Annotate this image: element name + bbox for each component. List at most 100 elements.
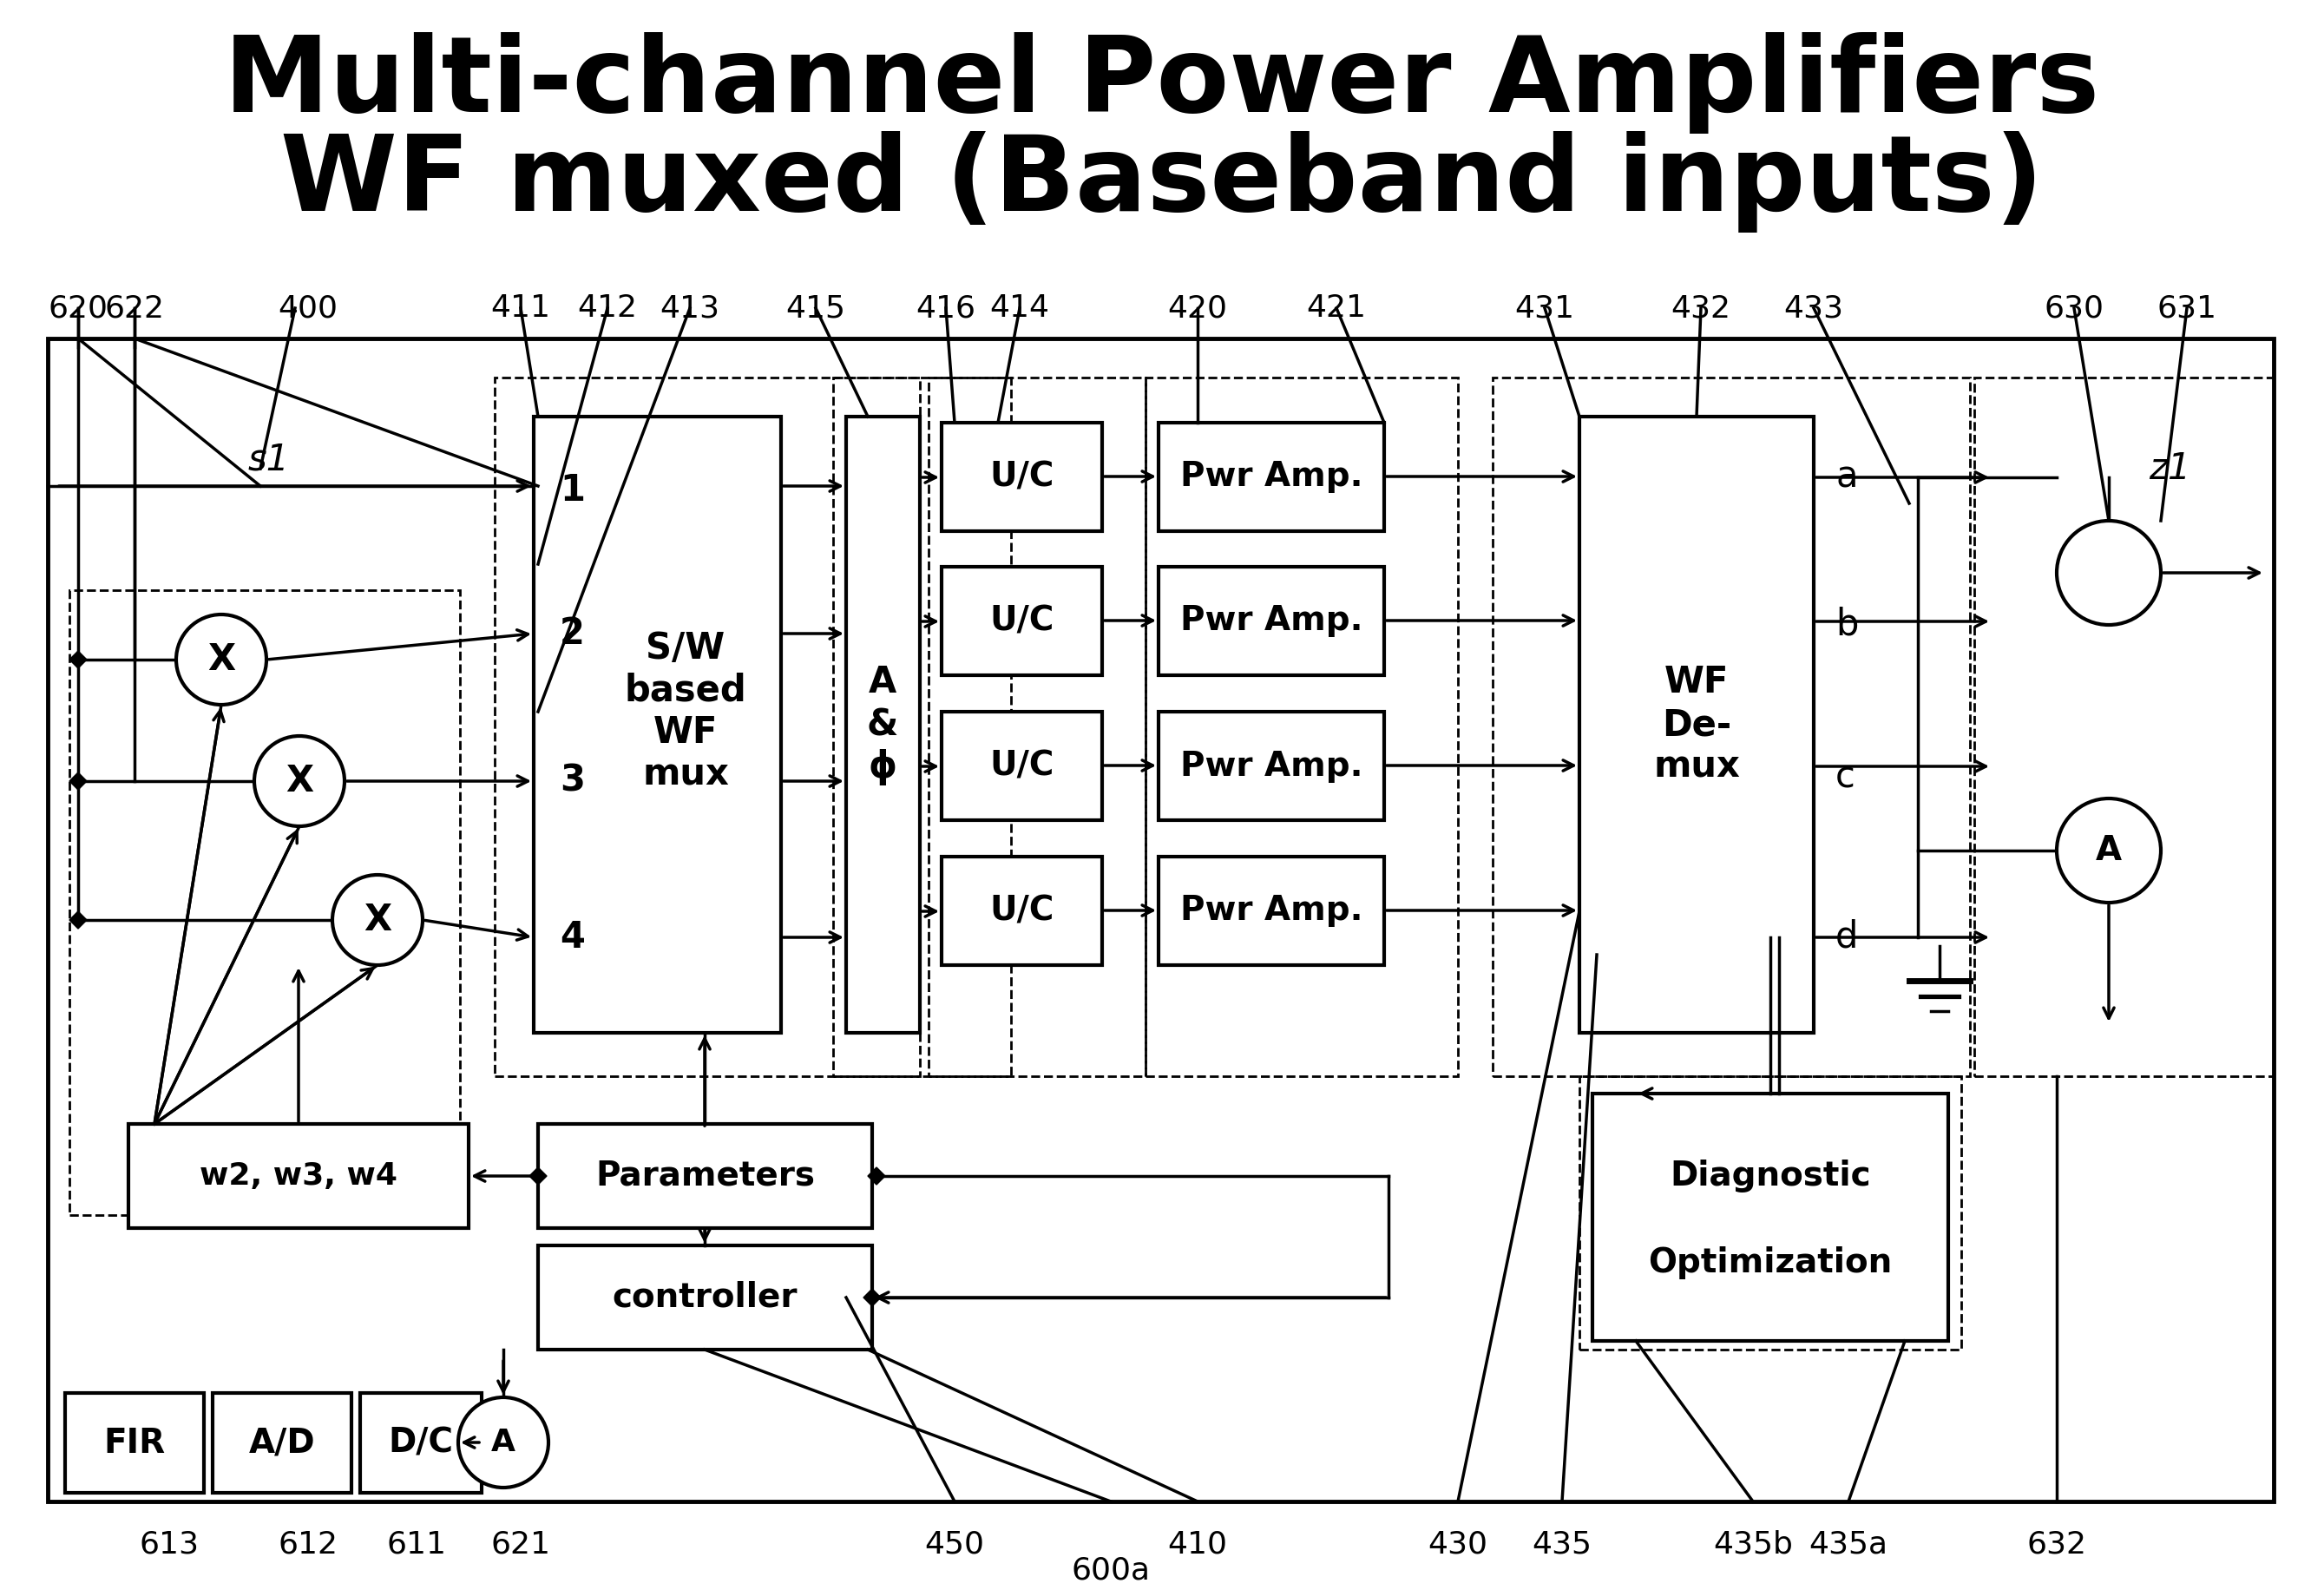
Text: Diagnostic: Diagnostic (1671, 1159, 1871, 1192)
Text: 412: 412 (579, 293, 637, 323)
Polygon shape (70, 911, 86, 929)
Text: S/W
based
WF
mux: S/W based WF mux (625, 630, 746, 793)
Text: 431: 431 (1515, 293, 1576, 323)
Bar (1975, 377, 2273, 1076)
Text: WF
De-
mux: WF De- mux (1652, 665, 1741, 785)
Text: X: X (207, 641, 235, 677)
Bar (941, 566, 1102, 676)
Bar (1160, 566, 1385, 676)
Text: 435a: 435a (1808, 1530, 1887, 1560)
Bar (1160, 857, 1385, 965)
Text: 450: 450 (925, 1530, 985, 1560)
Text: 4: 4 (560, 919, 586, 956)
Circle shape (332, 875, 423, 965)
Text: A
&
ϕ: A & ϕ (867, 665, 899, 785)
Text: a: a (1836, 460, 1857, 496)
Bar (1492, 377, 1971, 1076)
Polygon shape (70, 773, 86, 790)
Circle shape (2057, 522, 2161, 625)
Text: b: b (1836, 607, 1859, 642)
Text: 1: 1 (560, 472, 586, 509)
Text: 400: 400 (279, 293, 337, 323)
Bar (70, 590, 460, 1215)
Text: X: X (363, 902, 390, 938)
Text: 620: 620 (49, 293, 107, 323)
Text: Pwr Amp.: Pwr Amp. (1181, 894, 1362, 927)
Text: U/C: U/C (990, 749, 1055, 782)
Text: z1: z1 (2150, 450, 2192, 487)
Circle shape (2057, 798, 2161, 903)
Bar (128, 1124, 469, 1227)
Text: d: d (1836, 919, 1859, 956)
Bar (832, 377, 1011, 1076)
Text: 415: 415 (786, 293, 846, 323)
Text: Pwr Amp.: Pwr Amp. (1181, 461, 1362, 493)
Text: 413: 413 (660, 293, 720, 323)
Bar (941, 857, 1102, 965)
Text: 420: 420 (1167, 293, 1227, 323)
Text: 632: 632 (2027, 1530, 2087, 1560)
Text: Parameters: Parameters (595, 1159, 816, 1192)
Text: U/C: U/C (990, 604, 1055, 638)
Bar (1580, 417, 1813, 1034)
Text: 631: 631 (2157, 293, 2217, 323)
Text: A/D: A/D (249, 1426, 316, 1460)
Circle shape (458, 1398, 548, 1488)
Text: Multi-channel Power Amplifiers: Multi-channel Power Amplifiers (225, 32, 2099, 134)
Text: 421: 421 (1306, 293, 1367, 323)
Text: D/C: D/C (388, 1426, 453, 1460)
Bar (65, 1393, 205, 1493)
Text: c: c (1836, 758, 1855, 795)
Text: 2: 2 (560, 615, 586, 652)
Text: WF muxed (Baseband inputs): WF muxed (Baseband inputs) (281, 132, 2043, 234)
Bar (535, 417, 781, 1034)
Text: 435: 435 (1532, 1530, 1592, 1560)
Bar (1160, 423, 1385, 531)
Polygon shape (70, 650, 86, 668)
Text: Optimization: Optimization (1648, 1247, 1892, 1280)
Bar (941, 423, 1102, 531)
Text: U/C: U/C (990, 894, 1055, 927)
Polygon shape (865, 1289, 881, 1307)
Text: Pwr Amp.: Pwr Amp. (1181, 604, 1362, 638)
Text: 435b: 435b (1713, 1530, 1792, 1560)
Text: 430: 430 (1427, 1530, 1487, 1560)
Polygon shape (867, 1167, 885, 1185)
Text: 630: 630 (2045, 293, 2103, 323)
Text: A: A (490, 1428, 516, 1456)
Text: 3: 3 (560, 763, 586, 800)
Text: U/C: U/C (990, 461, 1055, 493)
Text: 612: 612 (279, 1530, 337, 1560)
Bar (941, 712, 1102, 820)
Text: 600a: 600a (1071, 1557, 1150, 1585)
Bar (49, 339, 2273, 1501)
Bar (539, 1124, 872, 1227)
Bar (930, 377, 1146, 1076)
Bar (1146, 377, 1457, 1076)
Bar (360, 1393, 481, 1493)
Bar (539, 1245, 872, 1350)
Polygon shape (530, 1167, 546, 1185)
Bar (1592, 1094, 1948, 1340)
Text: w2, w3, w4: w2, w3, w4 (200, 1161, 397, 1191)
Text: 411: 411 (490, 293, 551, 323)
Text: 410: 410 (1167, 1530, 1227, 1560)
Text: 622: 622 (105, 293, 165, 323)
Text: 433: 433 (1785, 293, 1843, 323)
Text: Pwr Amp.: Pwr Amp. (1181, 749, 1362, 782)
Bar (1580, 1076, 1961, 1350)
Text: controller: controller (614, 1282, 797, 1313)
Text: 611: 611 (386, 1530, 446, 1560)
Text: 414: 414 (990, 293, 1050, 323)
Bar (1160, 712, 1385, 820)
Bar (846, 417, 920, 1034)
Text: FIR: FIR (105, 1426, 165, 1460)
Bar (495, 377, 920, 1076)
Text: X: X (286, 763, 314, 800)
Bar (211, 1393, 351, 1493)
Circle shape (177, 614, 267, 704)
Text: 432: 432 (1671, 293, 1731, 323)
Text: 621: 621 (490, 1530, 551, 1560)
Text: 416: 416 (916, 293, 976, 323)
Text: s1: s1 (249, 442, 290, 479)
